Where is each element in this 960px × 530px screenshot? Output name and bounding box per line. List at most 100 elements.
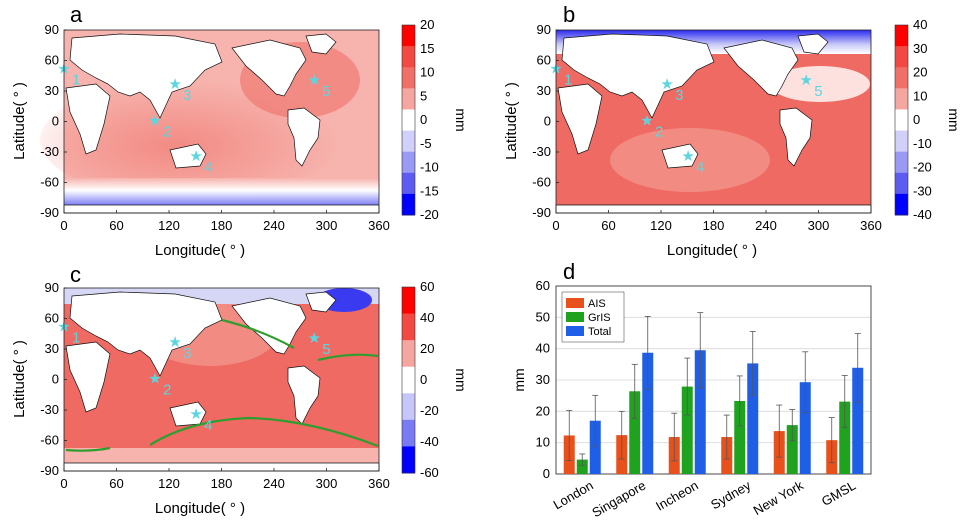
colorbar-tick-label: 0 xyxy=(913,112,920,127)
y-tick-label: -90 xyxy=(40,463,59,478)
bar-total xyxy=(852,367,864,474)
y-tick-label: 60 xyxy=(536,278,550,293)
site-label: 5 xyxy=(814,83,822,100)
colorbar-segment xyxy=(895,88,908,110)
plot-frame xyxy=(555,29,872,214)
colorbar-tick-label: 60 xyxy=(420,279,434,294)
colorbar-segment xyxy=(402,130,415,153)
colorbar-tick-label: 5 xyxy=(420,88,427,103)
colorbar-segment xyxy=(402,287,415,315)
colorbar-tick-label: 0 xyxy=(420,112,427,127)
bar-gris xyxy=(734,400,746,474)
y-tick-label: 30 xyxy=(45,83,59,98)
x-tick-label: New York xyxy=(751,477,806,518)
colorbar-segment xyxy=(402,172,415,195)
bar-gris xyxy=(629,391,641,474)
site-label: 4 xyxy=(204,159,212,176)
site-label: 2 xyxy=(163,123,171,140)
x-tick-label: 300 xyxy=(316,476,338,491)
colorbar-tick-label: -40 xyxy=(913,207,932,222)
site-star-icon: ★ xyxy=(189,148,202,165)
y-tick-label: 30 xyxy=(536,372,550,387)
x-tick-label: 0 xyxy=(60,476,67,491)
bar-gris xyxy=(839,401,851,474)
site-star-icon: ★ xyxy=(148,370,161,387)
x-tick-label: Sydney xyxy=(708,477,753,512)
colorbar-tick-label: 30 xyxy=(913,41,927,56)
colorbar-tick-label: -30 xyxy=(913,183,932,198)
colorbar-segment xyxy=(402,109,415,132)
y-tick-label: 90 xyxy=(45,22,59,37)
site-label: 3 xyxy=(675,87,683,104)
bar-total xyxy=(747,363,759,474)
colorbar-frame xyxy=(401,286,416,474)
colorbar-tick-label: 20 xyxy=(420,17,434,32)
plot-frame xyxy=(63,287,380,472)
x-tick-label: 240 xyxy=(263,218,285,233)
colorbar-frame xyxy=(401,24,416,216)
colorbar-tick-label: 15 xyxy=(420,41,434,56)
panel-letter: b xyxy=(563,2,575,27)
y-tick-label: -60 xyxy=(40,175,59,190)
x-tick-label: 360 xyxy=(368,218,390,233)
colorbar-segment xyxy=(895,172,908,195)
colorbar-tick-label: 40 xyxy=(913,17,927,32)
colorbar-tick-label: -5 xyxy=(420,136,432,151)
bar-total xyxy=(589,420,601,474)
colorbar-unit-label: mm xyxy=(453,368,469,391)
y-tick-label: 60 xyxy=(537,53,551,68)
x-tick-label: 0 xyxy=(552,218,559,233)
colorbar-segment xyxy=(402,67,415,89)
colorbar-unit-label: mm xyxy=(946,108,960,131)
y-tick-label: -30 xyxy=(532,144,551,159)
site-label: 2 xyxy=(655,123,663,140)
y-tick-label: 0 xyxy=(543,466,550,481)
landmasses xyxy=(63,33,380,214)
y-axis: 90 60 30 0 -30 -60 -90 xyxy=(40,280,67,478)
bar-gris xyxy=(576,459,588,474)
y-axis-label: Latitude( ° ) xyxy=(503,82,520,160)
y-tick-label: 90 xyxy=(537,22,551,37)
colorbar: 40 30 20 10 0 -10 -20 -30 -40 mm xyxy=(894,17,960,222)
y-tick-label: 0 xyxy=(544,114,551,129)
x-tick-label: 120 xyxy=(158,476,180,491)
site-label: 4 xyxy=(696,159,704,176)
bar-total xyxy=(642,352,654,474)
colorbar-frame xyxy=(894,24,909,216)
x-axis-label: Longitude( ° ) xyxy=(155,242,245,259)
site-star-icon: ★ xyxy=(660,76,673,93)
colorbar-tick-label: -10 xyxy=(913,136,932,151)
colorbar-tick-label: 0 xyxy=(420,372,427,387)
x-tick-label: 0 xyxy=(60,218,67,233)
x-tick-label: 300 xyxy=(316,218,338,233)
colorbar-tick-label: -20 xyxy=(913,160,932,175)
panel-letter: c xyxy=(70,262,81,287)
legend-swatch xyxy=(566,326,584,336)
x-tick-label: 180 xyxy=(211,218,233,233)
legend-label: AIS xyxy=(588,298,606,310)
x-tick-label: Incheon xyxy=(653,478,701,514)
bar-gris xyxy=(786,425,798,474)
colorbar-segment xyxy=(402,340,415,368)
site-label: 5 xyxy=(322,83,330,100)
colorbar-segment xyxy=(402,46,415,68)
site-label: 1 xyxy=(564,72,572,89)
colorbar-segment xyxy=(895,25,908,47)
x-tick-label: 180 xyxy=(211,476,233,491)
site-markers: ★1★2★3★4★5 xyxy=(549,61,822,176)
y-tick-label: 30 xyxy=(537,83,551,98)
site-star-icon: ★ xyxy=(308,72,321,89)
x-tick-label: 60 xyxy=(109,218,123,233)
y-tick-label: 20 xyxy=(536,403,550,418)
x-tick-label: 60 xyxy=(601,218,615,233)
plot-frame xyxy=(63,29,380,214)
map-plot xyxy=(555,30,872,214)
legend-swatch xyxy=(566,312,584,322)
colorbar-tick-label: 10 xyxy=(913,88,927,103)
colorbar: 60 40 20 0 -20 -40 -60 mm xyxy=(401,279,469,480)
colorbar-segment xyxy=(402,419,415,447)
